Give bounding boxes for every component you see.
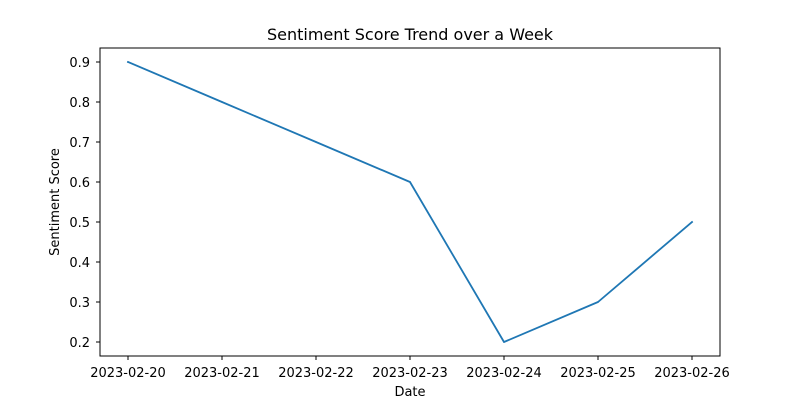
x-tick-label: 2023-02-24 [466, 366, 542, 381]
y-axis-ticks: 0.2 0.3 0.4 0.5 0.6 0.7 0.8 0.9 [69, 56, 100, 351]
data-point [691, 221, 693, 223]
data-point [503, 341, 505, 343]
x-tick-label: 2023-02-23 [372, 366, 448, 381]
plot-area-frame [99, 47, 721, 357]
x-axis-label: Date [394, 385, 425, 400]
data-point [409, 181, 411, 183]
x-tick-label: 2023-02-22 [278, 366, 354, 381]
y-tick-label: 0.9 [69, 56, 90, 71]
y-axis-label: Sentiment Score [48, 148, 63, 256]
y-tick-label: 0.7 [69, 136, 90, 151]
y-tick-label: 0.4 [69, 256, 90, 271]
x-tick-label: 2023-02-26 [654, 366, 730, 381]
y-tick-label: 0.6 [69, 176, 90, 191]
data-point [315, 141, 317, 143]
y-tick-label: 0.8 [69, 96, 90, 111]
data-point [221, 101, 223, 103]
x-axis-ticks: 2023-02-20 2023-02-21 2023-02-22 2023-02-23… [90, 356, 730, 381]
chart-title: Sentiment Score Trend over a Week [267, 25, 554, 44]
x-tick-label: 2023-02-20 [90, 366, 166, 381]
data-point [127, 61, 129, 63]
y-tick-label: 0.5 [69, 216, 90, 231]
y-tick-label: 0.2 [69, 336, 90, 351]
series-layer [126, 60, 694, 343]
x-tick-label: 2023-02-21 [184, 366, 260, 381]
data-point [597, 301, 599, 303]
y-tick-label: 0.3 [69, 296, 90, 311]
x-tick-label: 2023-02-25 [560, 366, 636, 381]
